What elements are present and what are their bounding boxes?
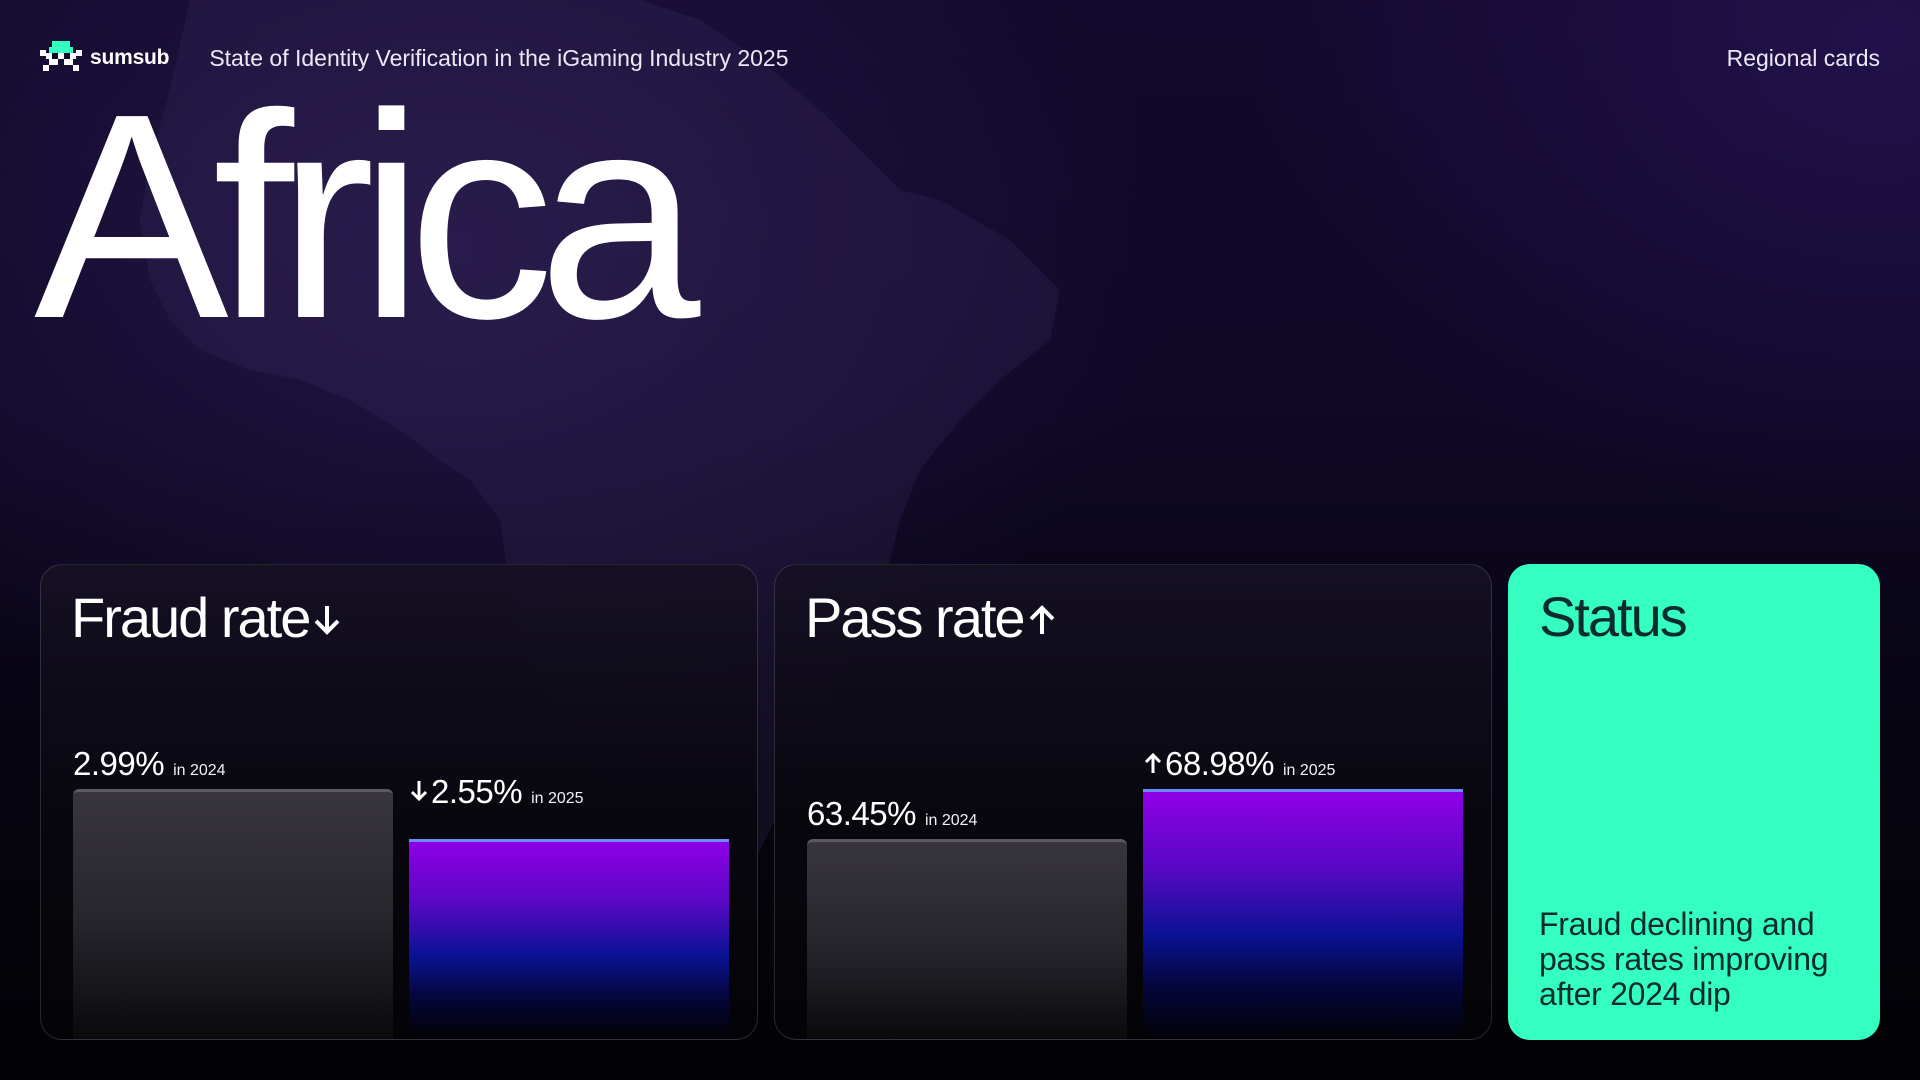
pass-bar-2024-group: 63.45% in 2024 — [807, 795, 1127, 1039]
fraud-2025-value: 2.55% — [431, 773, 523, 810]
fraud-2024-value: 2.99% — [73, 745, 165, 782]
status-card: Status Fraud declining and pass rates im… — [1508, 564, 1880, 1040]
pass-bar-2024-label: 63.45% in 2024 — [807, 795, 977, 833]
pass-2024-value: 63.45% — [807, 795, 916, 832]
fraud-bar-2024 — [73, 789, 393, 1039]
pass-rate-title: Pass rate — [805, 585, 1058, 650]
pass-2024-year: in 2024 — [924, 812, 978, 829]
report-title: State of Identity Verification in the iG… — [209, 44, 789, 71]
arrow-up-icon — [1143, 751, 1163, 780]
status-title: Status — [1539, 585, 1688, 648]
brand-logo[interactable]: sumsub — [40, 40, 170, 76]
fraud-bar-2025-group: 2.55% in 2025 — [409, 773, 729, 1039]
fraud-bar-2024-group: 2.99% in 2024 — [73, 745, 393, 1039]
pass-bar-2025 — [1143, 789, 1463, 1039]
fraud-bar-2025 — [409, 839, 729, 1039]
arrow-down-icon — [409, 779, 429, 808]
pixel-invader-icon — [40, 40, 82, 76]
logo-text: sumsub — [90, 46, 170, 69]
header-bar: sumsub State of Identity Verification in… — [40, 38, 1880, 78]
region-title: Africa — [34, 53, 700, 379]
pass-2025-year: in 2025 — [1282, 762, 1336, 779]
arrow-up-icon — [1026, 585, 1058, 650]
pass-rate-card: Pass rate 63.45% in 2024 68.98% in 2025 — [774, 564, 1492, 1040]
section-label[interactable]: Regional cards — [1726, 44, 1880, 71]
pass-bar-2024 — [807, 839, 1127, 1039]
fraud-2025-year: in 2025 — [531, 790, 584, 807]
pass-bar-2025-label: 68.98% in 2025 — [1143, 745, 1335, 783]
arrow-down-icon — [311, 585, 343, 650]
fraud-rate-title: Fraud rate — [71, 585, 343, 650]
fraud-2024-year: in 2024 — [173, 762, 226, 779]
pass-rate-title-text: Pass rate — [805, 586, 1026, 649]
fraud-bar-2025-label: 2.55% in 2025 — [409, 773, 584, 811]
fraud-rate-title-text: Fraud rate — [71, 586, 311, 649]
pass-bar-2025-group: 68.98% in 2025 — [1143, 745, 1463, 1039]
fraud-rate-card: Fraud rate 2.99% in 2024 2.55% in 2025 — [40, 564, 758, 1040]
pass-2025-value: 68.98% — [1165, 745, 1274, 782]
status-text: Fraud declining and pass rates improving… — [1539, 906, 1829, 1012]
fraud-bar-2024-label: 2.99% in 2024 — [73, 745, 226, 783]
